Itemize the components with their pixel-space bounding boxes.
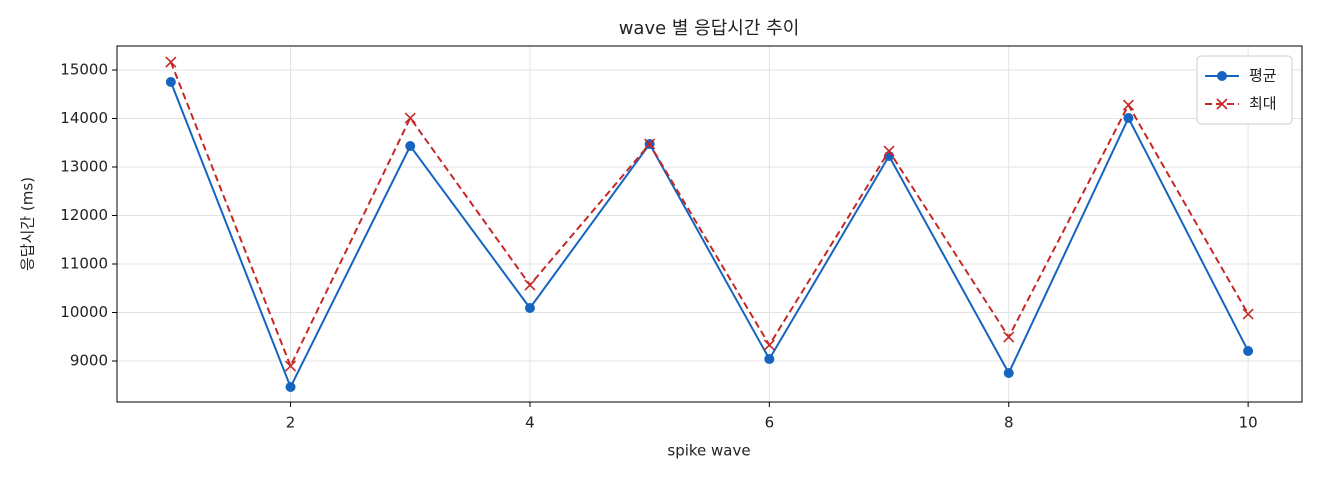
- legend-box: [1196, 55, 1293, 125]
- y-tick-label: 12000: [60, 206, 108, 224]
- point: [524, 279, 536, 291]
- legend-label: 평균: [1249, 67, 1277, 85]
- x-tick-label: 2: [286, 414, 296, 432]
- point: [1003, 367, 1014, 378]
- point: [404, 112, 416, 124]
- point: [405, 141, 416, 152]
- y-tick-label: 14000: [60, 109, 108, 127]
- point: [1242, 308, 1254, 320]
- point: [524, 303, 535, 314]
- y-tick-label: 15000: [60, 61, 108, 79]
- chart-title: wave 별 응답시간 추이: [619, 18, 800, 39]
- legend-label: 최대: [1249, 95, 1277, 113]
- point: [763, 339, 775, 351]
- point: [165, 56, 177, 68]
- x-tick-label: 6: [765, 414, 775, 432]
- point: [285, 382, 296, 393]
- y-tick-label: 10000: [60, 303, 108, 321]
- legend-marker: [1216, 98, 1228, 110]
- point: [1243, 346, 1254, 357]
- x-tick-label: 4: [525, 414, 535, 432]
- plot-frame: [116, 45, 1303, 403]
- x-tick-label: 8: [1004, 414, 1014, 432]
- point: [644, 138, 656, 150]
- y-tick-label: 9000: [70, 352, 108, 370]
- legend-marker: [1217, 71, 1227, 81]
- x-axis-label: spike wave: [667, 442, 750, 460]
- line: [169, 61, 1250, 369]
- x-tick-label: 10: [1239, 414, 1258, 432]
- point: [1123, 113, 1134, 124]
- point: [165, 76, 176, 87]
- line: [169, 81, 1250, 390]
- y-tick-label: 11000: [60, 255, 108, 273]
- point: [284, 360, 297, 372]
- point: [1003, 331, 1015, 343]
- y-axis-label: 응답시간 (ms): [19, 177, 37, 271]
- point: [883, 145, 895, 157]
- point: [764, 354, 775, 365]
- y-tick-label: 13000: [60, 158, 108, 176]
- point: [1122, 99, 1135, 111]
